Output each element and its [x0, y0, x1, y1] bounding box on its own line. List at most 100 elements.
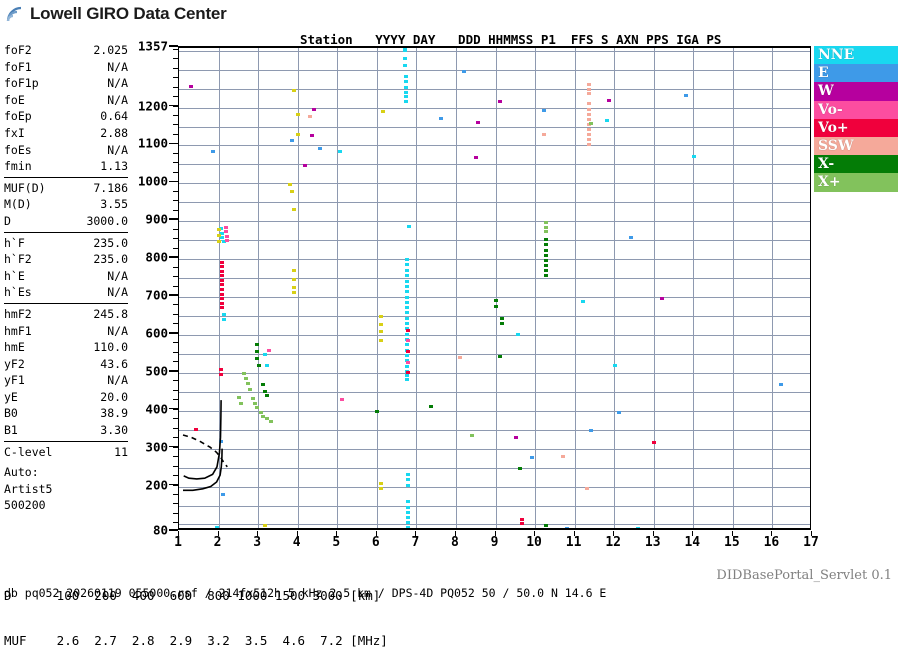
gridline-vertical: [535, 48, 537, 528]
echo-point: [292, 286, 297, 290]
echo-point: [264, 416, 269, 420]
echo-point: [194, 428, 199, 432]
legend-item-vo[interactable]: Vo-: [814, 100, 898, 119]
param-value: 110.0: [93, 340, 128, 355]
echo-point: [543, 243, 548, 247]
param-value: 245.8: [93, 306, 128, 321]
y-axis-minor-tick: [173, 190, 178, 192]
legend-item-label: NNE: [818, 47, 855, 64]
param-value: 38.9: [100, 406, 128, 421]
y-axis-minor-tick: [173, 522, 178, 524]
echo-point: [616, 410, 621, 414]
echo-point: [221, 493, 225, 497]
autoscaler-line: Artist5: [4, 481, 53, 496]
echo-point: [587, 112, 591, 116]
legend-item-label: SSW: [818, 138, 854, 155]
echo-point: [683, 93, 688, 97]
autoscaler-info: Auto: Artist5 500200: [4, 464, 128, 514]
param-key: B0: [4, 406, 18, 421]
param-key: fxI: [4, 125, 25, 140]
echo-point: [221, 318, 226, 322]
echo-point: [462, 69, 467, 73]
echo-point: [236, 395, 241, 399]
echo-point: [587, 137, 591, 141]
echo-point: [405, 374, 410, 378]
gridline-vertical: [258, 48, 260, 528]
param-row: foEp 0.64: [4, 108, 128, 125]
legend-item-x[interactable]: X-: [814, 155, 898, 174]
param-value: N/A: [107, 285, 128, 300]
echo-point: [543, 237, 548, 241]
gridline-horizontal: [179, 486, 810, 488]
echo-point: [288, 183, 293, 187]
echo-point: [587, 92, 591, 96]
x-axis-tick: [415, 531, 417, 536]
y-axis-minor-tick: [173, 143, 178, 145]
gridline-vertical: [416, 48, 418, 528]
gridline-horizontal: [179, 240, 810, 242]
echo-point: [379, 486, 384, 490]
param-group: MUF(D) 7.186 M(D) 3.55 D 3000.0: [4, 176, 128, 230]
echo-point: [317, 146, 322, 150]
y-axis-minor-tick: [173, 48, 178, 50]
echo-point: [264, 363, 269, 367]
legend-item-ssw[interactable]: SSW: [814, 136, 898, 156]
echo-point: [405, 290, 410, 294]
echo-point: [581, 300, 585, 304]
param-key: h`F: [4, 235, 25, 250]
y-axis-minor-tick: [173, 465, 178, 467]
param-value: N/A: [107, 142, 128, 157]
gridline-horizontal: [179, 297, 810, 298]
echo-point: [499, 322, 504, 325]
echo-point: [543, 220, 548, 224]
echo-point: [406, 370, 411, 374]
y-axis-minor-tick: [173, 503, 178, 505]
y-axis-label: 200: [145, 477, 168, 493]
echo-point: [587, 107, 591, 111]
echo-point: [292, 88, 297, 92]
echo-point: [188, 84, 193, 88]
param-value: 1.13: [100, 159, 128, 174]
echo-point: [211, 150, 216, 153]
o-trace-solid: [183, 400, 222, 480]
y-axis-label: 1000: [137, 173, 168, 189]
echo-point: [224, 230, 229, 234]
echo-point: [244, 377, 248, 381]
muf-scale-row: MUF 2.6 2.7 2.8 2.9 3.2 3.5 4.6 7.2 [MHz…: [4, 633, 388, 648]
legend-item-e[interactable]: E: [814, 64, 898, 83]
echo-point: [561, 454, 566, 458]
legend-item-x[interactable]: X+: [814, 173, 898, 192]
y-axis-label: 80: [152, 522, 168, 538]
legend-item-label: Vo-: [818, 101, 843, 118]
y-axis-minor-tick: [173, 219, 178, 221]
legend-item-w[interactable]: W: [814, 82, 898, 101]
param-key: C-level: [4, 444, 53, 459]
echo-point: [588, 121, 593, 125]
echo-point: [543, 253, 548, 257]
param-key: hmE: [4, 340, 25, 355]
legend-item-nne[interactable]: NNE: [814, 46, 898, 65]
gridline-horizontal: [179, 202, 810, 204]
param-row: C-level 11: [4, 444, 128, 461]
echo-point: [476, 121, 481, 125]
echo-point: [290, 138, 295, 142]
param-key: yF2: [4, 356, 25, 371]
echo-point: [220, 231, 225, 235]
echo-point: [221, 240, 226, 244]
y-axis-minor-tick: [173, 133, 178, 135]
echo-point: [375, 410, 380, 413]
echo-point: [241, 372, 246, 376]
echo-point: [402, 56, 407, 60]
x-axis-label: 14: [684, 535, 701, 550]
echo-point: [379, 315, 384, 319]
y-axis-minor-tick: [173, 399, 178, 401]
legend-item-label: E: [818, 65, 829, 82]
legend-item-vo[interactable]: Vo+: [814, 118, 898, 137]
ionogram-plot[interactable]: [178, 46, 811, 530]
param-value: N/A: [107, 268, 128, 283]
gridline-horizontal: [179, 183, 810, 185]
echo-point: [652, 441, 657, 445]
echo-point: [292, 278, 297, 282]
echo-point: [529, 456, 534, 460]
param-key: B1: [4, 423, 18, 438]
